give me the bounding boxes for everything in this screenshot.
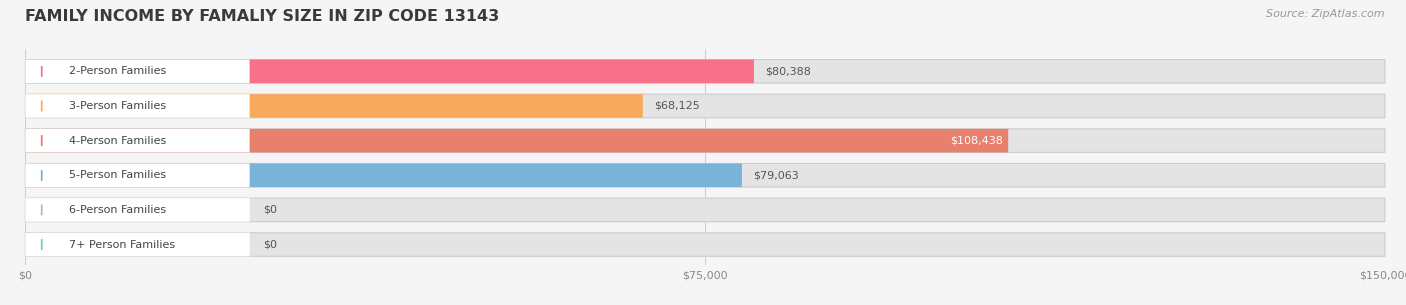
Text: 2-Person Families: 2-Person Families	[69, 66, 166, 76]
FancyBboxPatch shape	[25, 129, 250, 152]
Text: 5-Person Families: 5-Person Families	[69, 170, 166, 180]
FancyBboxPatch shape	[25, 59, 250, 83]
FancyBboxPatch shape	[25, 163, 250, 187]
Text: $79,063: $79,063	[752, 170, 799, 180]
Text: 4-Person Families: 4-Person Families	[69, 136, 166, 145]
Text: $0: $0	[263, 239, 277, 249]
FancyBboxPatch shape	[25, 129, 1385, 152]
FancyBboxPatch shape	[25, 163, 742, 187]
Text: 3-Person Families: 3-Person Families	[69, 101, 166, 111]
Text: $68,125: $68,125	[654, 101, 699, 111]
FancyBboxPatch shape	[25, 233, 250, 256]
FancyBboxPatch shape	[25, 94, 250, 118]
Text: Source: ZipAtlas.com: Source: ZipAtlas.com	[1267, 9, 1385, 19]
Text: FAMILY INCOME BY FAMALIY SIZE IN ZIP CODE 13143: FAMILY INCOME BY FAMALIY SIZE IN ZIP COD…	[25, 9, 499, 24]
FancyBboxPatch shape	[25, 198, 1385, 222]
Text: 7+ Person Families: 7+ Person Families	[69, 239, 174, 249]
FancyBboxPatch shape	[25, 59, 754, 83]
Text: 6-Person Families: 6-Person Families	[69, 205, 166, 215]
FancyBboxPatch shape	[25, 59, 1385, 83]
Text: $80,388: $80,388	[765, 66, 811, 76]
FancyBboxPatch shape	[25, 94, 1385, 118]
FancyBboxPatch shape	[25, 163, 1385, 187]
FancyBboxPatch shape	[25, 198, 250, 222]
FancyBboxPatch shape	[25, 129, 1008, 152]
FancyBboxPatch shape	[25, 94, 643, 118]
Text: $108,438: $108,438	[950, 136, 1002, 145]
FancyBboxPatch shape	[25, 233, 1385, 256]
Text: $0: $0	[263, 205, 277, 215]
